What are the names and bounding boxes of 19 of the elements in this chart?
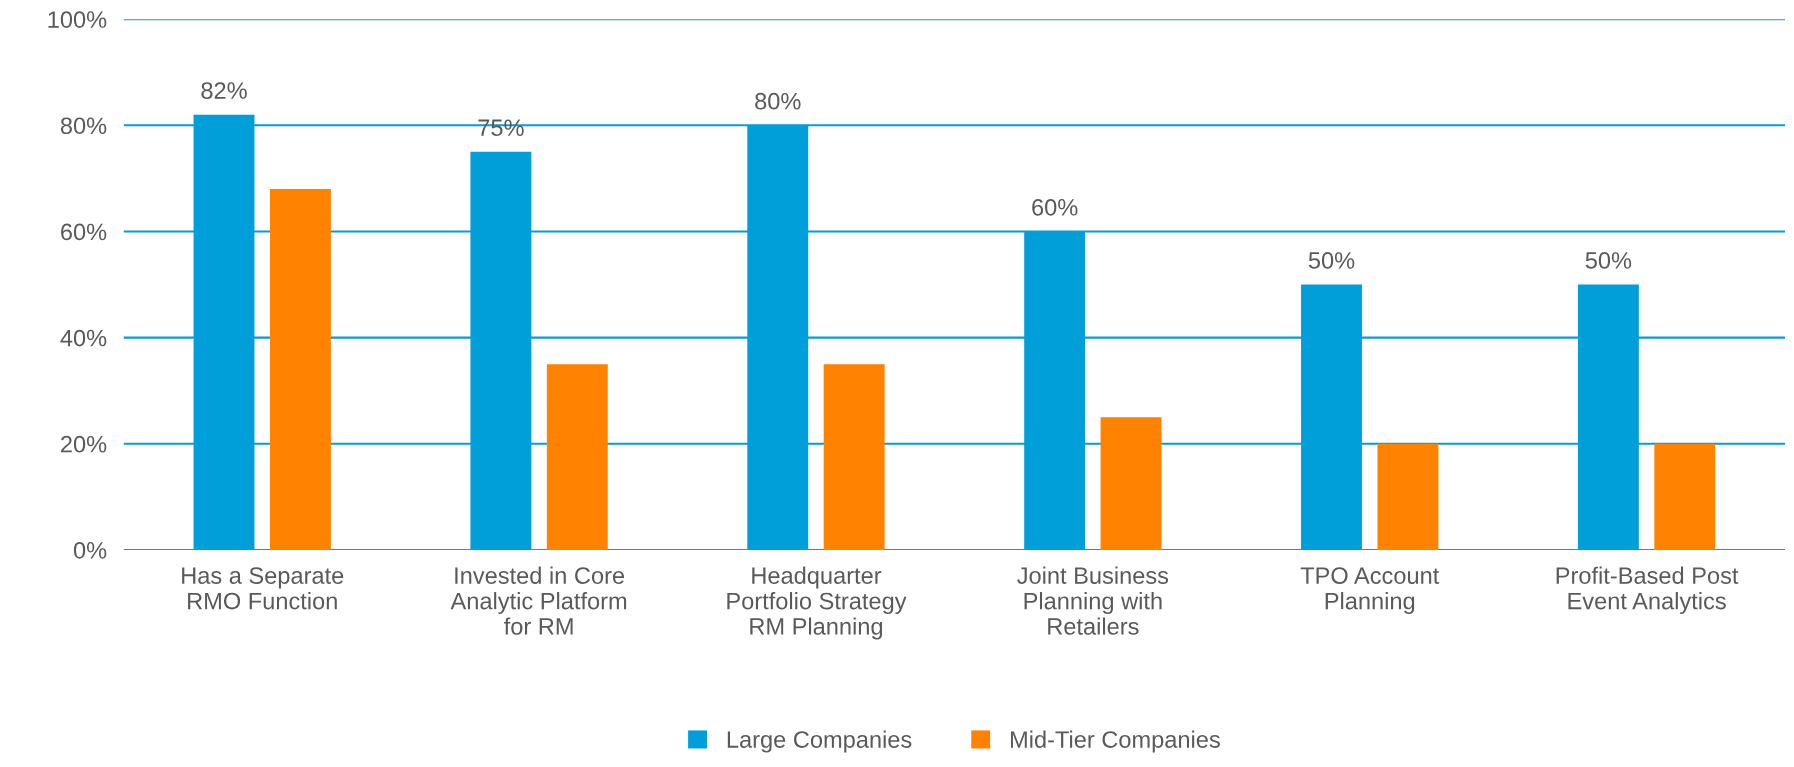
legend-label: Large Companies — [727, 730, 912, 753]
data-label: 50% — [1585, 252, 1632, 269]
legend-label: Mid-Tier Companies — [1010, 730, 1220, 753]
y-tick-label: 0% — [73, 542, 107, 559]
x-tick-label: Headquarter Portfolio Strategy RM Planning — [727, 566, 907, 640]
x-tick-label: TPO Account Planning — [1300, 567, 1440, 615]
y-tick-label: 80% — [60, 117, 107, 135]
data-label: 60% — [1032, 198, 1078, 216]
x-tick-label: Invested in Core Analytic Platform for RM — [450, 566, 627, 635]
y-tick-label: 60% — [61, 223, 107, 241]
data-label: 82% — [201, 82, 247, 99]
y-tick-label: 100% — [48, 11, 107, 28]
x-tick-label: Joint Business Planning with Retailers — [1017, 566, 1169, 635]
y-tick-label: 20% — [61, 435, 107, 453]
data-label: 50% — [1308, 252, 1355, 269]
data-label: 80% — [755, 92, 801, 110]
x-tick-label: Has a Separate RMO Function — [182, 567, 344, 610]
y-tick-label: 40% — [60, 329, 107, 347]
x-tick-label: Profit-Based Post Event Analytics — [1556, 566, 1739, 615]
